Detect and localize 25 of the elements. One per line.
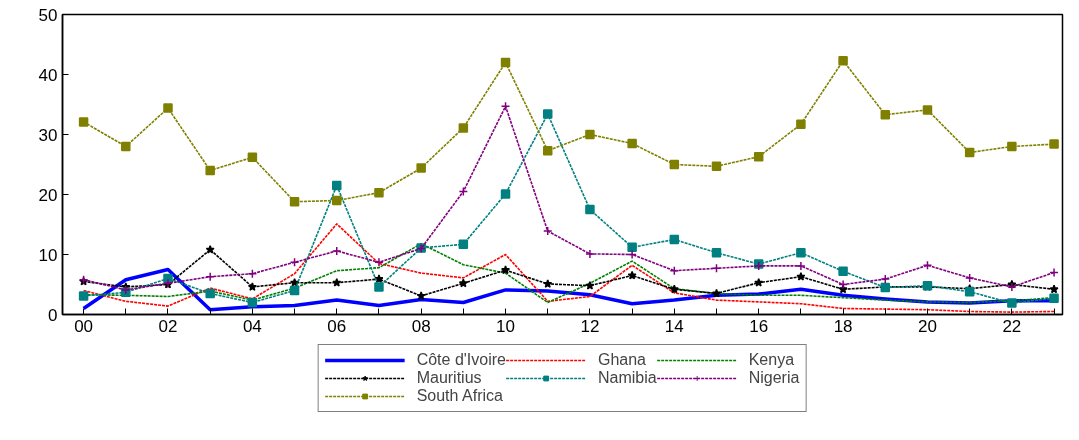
y-tick-label: 50 xyxy=(38,5,58,25)
y-tick-label: 20 xyxy=(38,185,58,205)
x-tick-label: 06 xyxy=(327,316,347,336)
x-tick-label: 18 xyxy=(833,316,853,336)
legend-label: South Africa xyxy=(416,387,503,405)
y-tick-label: 30 xyxy=(38,125,58,145)
x-tick-label: 00 xyxy=(74,316,94,336)
legend-label: Côte d'Ivoire xyxy=(416,351,506,369)
legend-label: Namibia xyxy=(597,369,657,387)
x-tick-label: 22 xyxy=(1002,316,1022,336)
x-tick-label: 14 xyxy=(664,316,684,336)
y-tick-label: 40 xyxy=(38,65,58,85)
legend-label: Nigeria xyxy=(748,369,800,387)
x-tick-label: 20 xyxy=(918,316,937,336)
legend-label: Mauritius xyxy=(416,369,482,387)
y-tick-label: 10 xyxy=(38,245,58,265)
x-tick-label: 02 xyxy=(158,316,178,336)
x-tick-label: 16 xyxy=(749,316,769,336)
legend-label: Ghana xyxy=(597,351,647,369)
x-tick-label: 04 xyxy=(242,316,262,336)
y-tick-label: 0 xyxy=(48,305,58,325)
legend-label: Kenya xyxy=(748,351,795,369)
x-tick-label: 08 xyxy=(411,316,431,336)
x-tick-label: 10 xyxy=(496,316,516,336)
x-tick-label: 12 xyxy=(580,316,600,336)
